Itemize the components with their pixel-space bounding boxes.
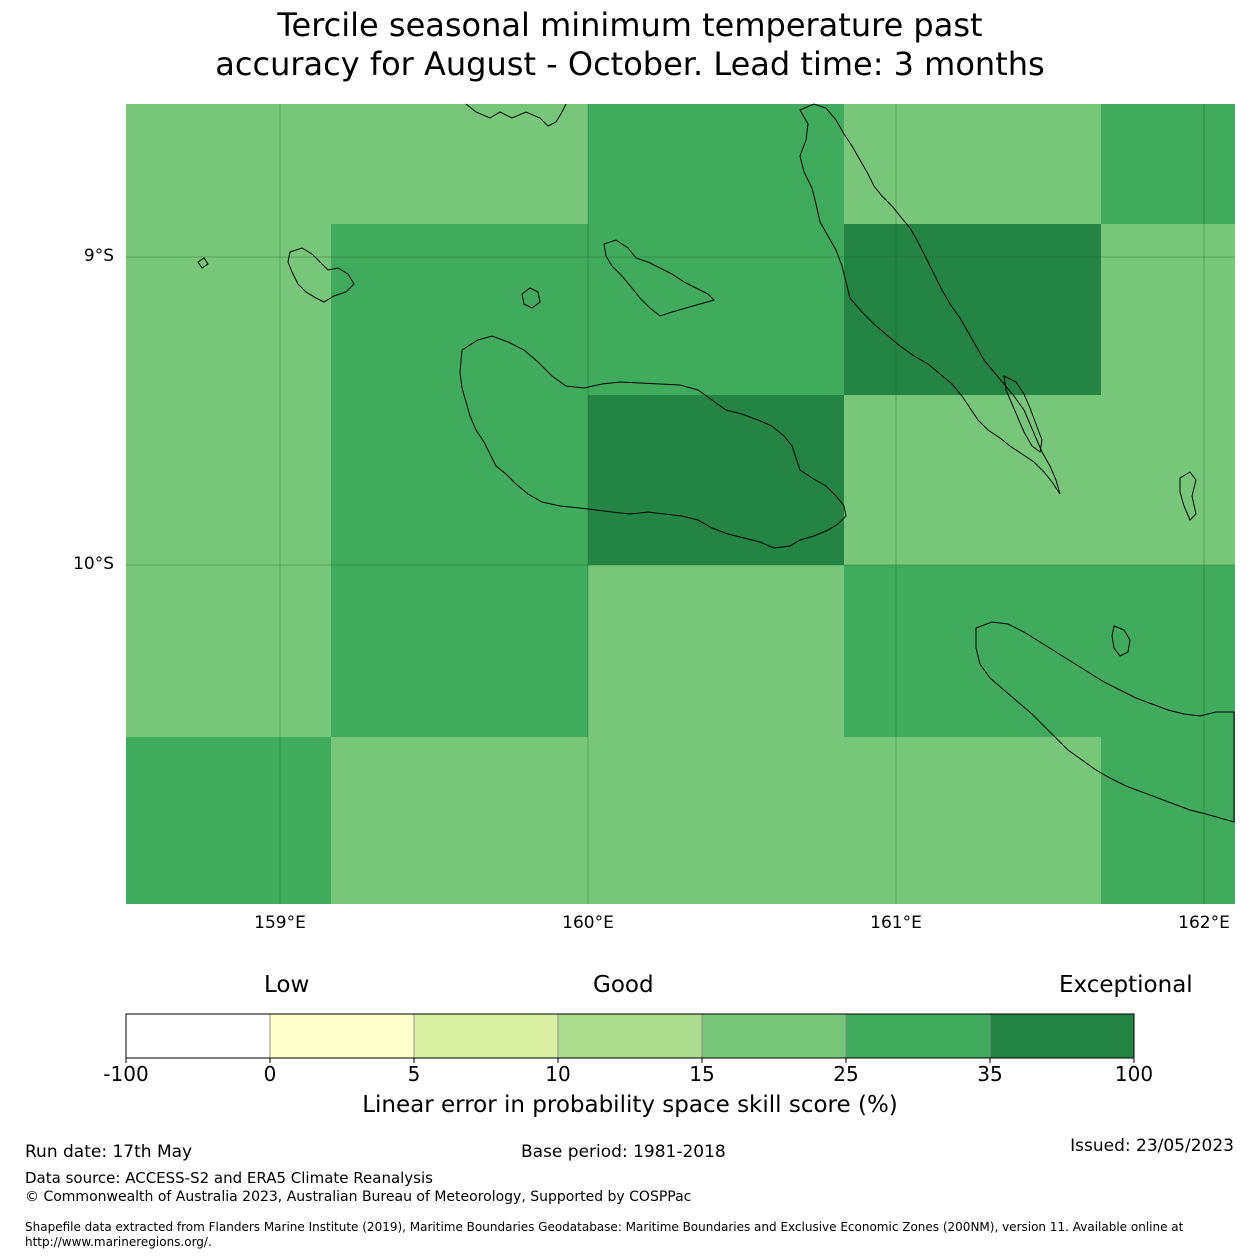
- skill-cell: [588, 224, 844, 395]
- skill-cell: [1101, 565, 1235, 737]
- colorbar-bin: [557, 1013, 703, 1059]
- graticule: [126, 104, 1235, 904]
- skill-cell: [844, 104, 1101, 224]
- base-period: Base period: 1981-2018: [521, 1142, 726, 1162]
- colorbar-label-low: Low: [264, 972, 310, 998]
- skill-cell: [588, 565, 844, 737]
- colorbar-axis-label: Linear error in probability space skill …: [362, 1092, 898, 1118]
- skill-cell: [126, 737, 331, 904]
- skill-cell: [331, 104, 588, 224]
- copyright: © Commonwealth of Australia 2023, Austra…: [25, 1189, 692, 1205]
- skill-cell: [1101, 104, 1235, 224]
- colorbar-label-good: Good: [593, 972, 654, 998]
- coastline-florida-islands: [603, 239, 715, 317]
- colorbar-tick: 10: [545, 1062, 571, 1086]
- colorbar-label-exceptional: Exceptional: [1059, 972, 1193, 998]
- colorbar-bin: [125, 1013, 271, 1059]
- colorbar-bin: [701, 1013, 847, 1059]
- skill-cell: [588, 737, 844, 904]
- coastline-ulawa: [1111, 625, 1131, 657]
- skill-cell: [126, 395, 331, 565]
- skill-cell: [588, 104, 844, 224]
- skill-cell: [126, 565, 331, 737]
- skill-cell: [588, 395, 844, 565]
- coastline-savo-island: [521, 287, 541, 309]
- colorbar-bin: [989, 1013, 1135, 1059]
- skill-cell: [1101, 737, 1235, 904]
- colorbar-tick: 25: [833, 1062, 859, 1086]
- data-source: Data source: ACCESS-S2 and ERA5 Climate …: [25, 1169, 433, 1187]
- lat-label-10s: 10°S: [73, 554, 114, 574]
- shapefile-credit-line-2: http://www.marineregions.org/.: [25, 1235, 212, 1249]
- skill-cell: [126, 104, 331, 224]
- skill-cell: [331, 737, 588, 904]
- coastline-east-island: [1179, 471, 1197, 521]
- colorbar-tick: 100: [1114, 1062, 1154, 1086]
- coastline-makira: [975, 621, 1235, 823]
- map-title: Tercile seasonal minimum temperature pas…: [0, 6, 1260, 84]
- lon-label-160e: 160°E: [562, 913, 614, 933]
- title-line-1: Tercile seasonal minimum temperature pas…: [277, 6, 983, 44]
- colorbar-frame: [125, 1013, 1135, 1059]
- skill-cell: [1101, 395, 1235, 565]
- skill-cell: [844, 565, 1101, 737]
- skill-cells: [126, 104, 1235, 904]
- colorbar-tick: 15: [689, 1062, 715, 1086]
- coastline-islet-west: [197, 257, 209, 269]
- lon-label-162e: 162°E: [1178, 913, 1230, 933]
- coastlines: [197, 103, 1235, 823]
- skill-cell: [331, 565, 588, 737]
- colorbar-bin: [413, 1013, 559, 1059]
- run-date: Run date: 17th May: [25, 1142, 193, 1162]
- colorbar-bin: [845, 1013, 991, 1059]
- skill-cell: [844, 395, 1101, 565]
- coastline-guadalcanal: [459, 335, 847, 549]
- colorbar-tick: -100: [103, 1062, 149, 1086]
- colorbar: [125, 1013, 1135, 1063]
- skill-cell: [126, 224, 331, 395]
- skill-cell: [331, 395, 588, 565]
- lon-label-161e: 161°E: [870, 913, 922, 933]
- coastline-russell-islands: [287, 247, 355, 303]
- skill-cell: [331, 224, 588, 395]
- coastline-malaita: [799, 103, 1061, 495]
- coastline-north-islands: [465, 103, 567, 127]
- colorbar-tick: 35: [977, 1062, 1003, 1086]
- skill-cell: [1101, 224, 1235, 395]
- skill-cell: [844, 224, 1101, 395]
- lat-label-9s: 9°S: [83, 246, 114, 266]
- shapefile-credit-line-1: Shapefile data extracted from Flanders M…: [25, 1220, 1184, 1234]
- issued-date: Issued: 23/05/2023: [1070, 1136, 1234, 1156]
- colorbar-tick: 0: [263, 1062, 277, 1086]
- title-line-2: accuracy for August - October. Lead time…: [215, 45, 1045, 83]
- lon-label-159e: 159°E: [254, 913, 306, 933]
- colorbar-tick: 5: [407, 1062, 421, 1086]
- coastline-small-malaita: [1003, 375, 1043, 453]
- skill-cell: [844, 737, 1101, 904]
- colorbar-bin: [269, 1013, 415, 1059]
